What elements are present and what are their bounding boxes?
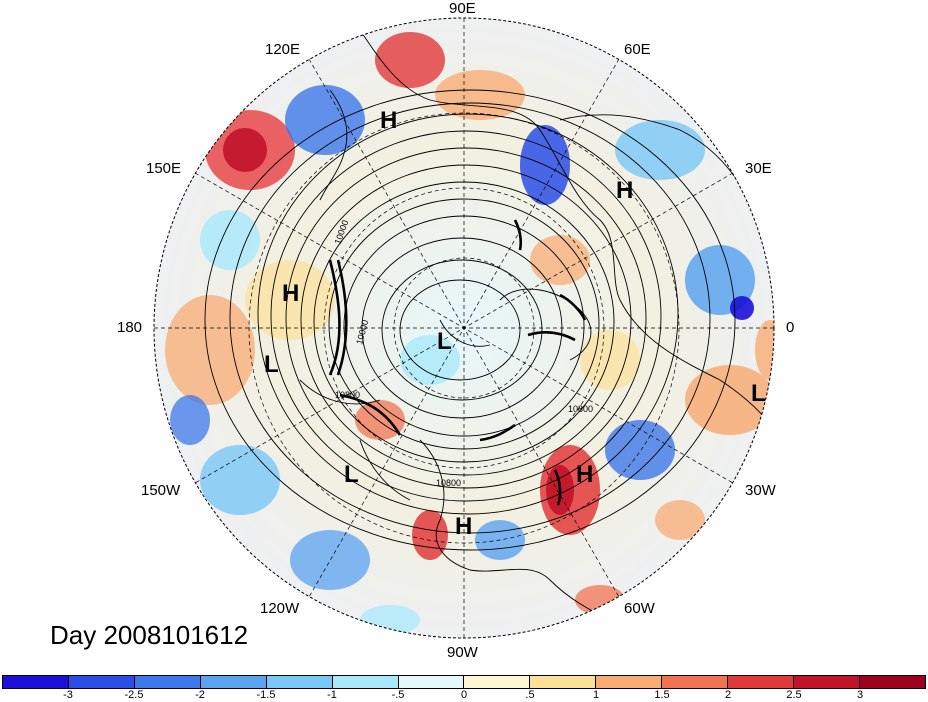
high-center-atlantic: H <box>576 461 594 488</box>
jet-contours <box>328 219 587 506</box>
low-center-pacific: L <box>264 351 279 378</box>
colorbar-tick-label: 0 <box>460 689 468 701</box>
colorbar-tick-label: -.5 <box>391 689 405 701</box>
lon-label-60e: 60E <box>624 41 651 58</box>
graticule <box>154 18 774 638</box>
lon-label-90w: 90W <box>447 644 478 661</box>
low-center-ne-pacific: L <box>344 461 359 488</box>
colorbar-segment <box>3 676 69 688</box>
colorbar-tick-label: .5 <box>525 689 535 701</box>
lon-label-150e: 150E <box>146 160 182 177</box>
high-center-pacific: H <box>282 280 300 307</box>
lon-label-180: 180 <box>117 319 143 336</box>
colorbar-segment <box>859 676 925 688</box>
lon-label-30e: 30E <box>745 160 772 177</box>
high-center-gulf: H <box>455 513 473 540</box>
globe-boundary <box>153 17 775 639</box>
colorbar-segment <box>200 676 267 688</box>
map-title: Day 2008101612 <box>50 620 249 650</box>
colorbar-tick-label: 1 <box>592 689 600 701</box>
colorbar-segment <box>794 676 860 688</box>
contour-label: 10800 <box>436 478 461 488</box>
colorbar-tick-label: -2 <box>195 689 205 701</box>
colorbar-tick-label: 2.5 <box>786 689 802 701</box>
colorbar-segment <box>662 676 729 688</box>
colorbar-segment <box>332 676 399 688</box>
contour-label: 10800 <box>568 404 593 414</box>
colorbar-segment <box>68 676 135 688</box>
contour-label: 10800 <box>335 390 360 400</box>
colorbar-segment <box>530 676 597 688</box>
colorbar <box>2 675 926 689</box>
lon-label-0: 0 <box>786 319 795 336</box>
lon-label-90e: 90E <box>449 0 476 17</box>
colorbar-tick-label: -3 <box>63 689 73 701</box>
anomaly-field <box>154 18 774 638</box>
colorbar-tick-label: -1 <box>327 689 337 701</box>
lon-label-60w: 60W <box>624 600 655 617</box>
lon-label-120e: 120E <box>265 41 301 58</box>
colorbar-segment <box>728 676 795 688</box>
high-center-europe: H <box>616 177 634 204</box>
lon-label-30w: 30W <box>745 482 776 499</box>
colorbar-segment <box>596 676 663 688</box>
colorbar-segment <box>266 676 333 688</box>
colorbar-tick-label: 3 <box>856 689 864 701</box>
low-center-africa: L <box>751 380 766 407</box>
low-center-pole: L <box>437 328 452 355</box>
colorbar-segment <box>464 676 531 688</box>
colorbar-tick-label: 1.5 <box>654 689 670 701</box>
colorbar-tick-label: -2.5 <box>124 689 144 701</box>
lon-label-120w: 120W <box>260 600 300 617</box>
lon-label-150w: 150W <box>141 482 181 499</box>
colorbar-segment <box>134 676 201 688</box>
colorbar-tick-label: 2 <box>724 689 732 701</box>
colorbar-segment <box>398 676 465 688</box>
colorbar-tick-label: -1.5 <box>256 689 276 701</box>
high-center-siberia: H <box>380 107 398 134</box>
